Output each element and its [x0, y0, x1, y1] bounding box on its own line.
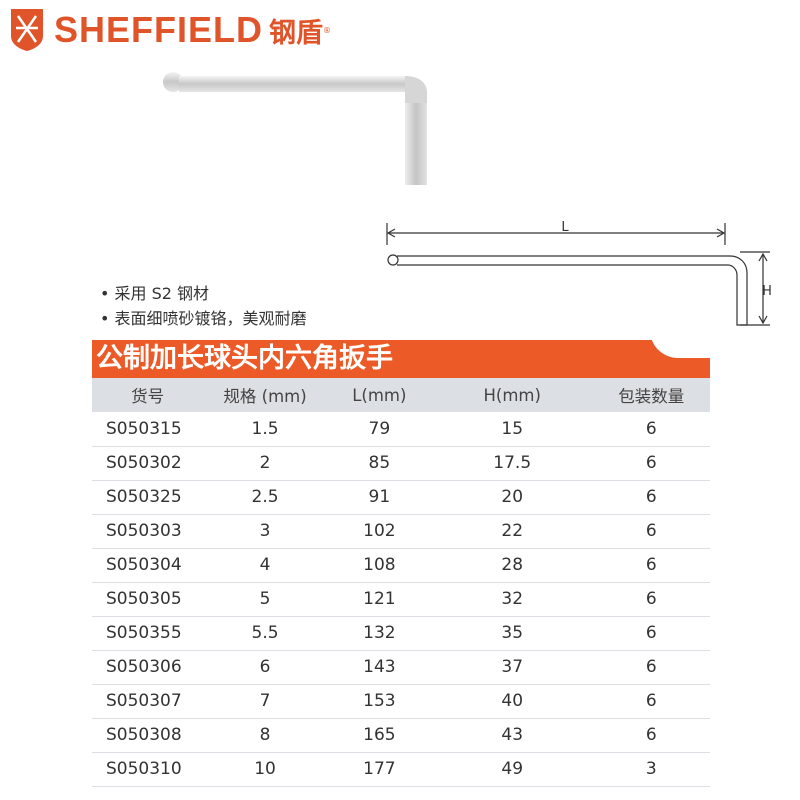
product-title: 公制加长球头内六角扳手: [96, 343, 393, 374]
table-cell: 6: [203, 650, 327, 685]
table-cell: 1.5: [203, 412, 327, 447]
table-cell: 8: [203, 718, 327, 753]
table-row: S050302 2 85 17.5 6: [92, 446, 710, 481]
table-cell: 132: [326, 616, 432, 651]
table-row: S050325 2.5 91 20 6: [92, 480, 710, 515]
table-cell: S050325: [92, 480, 204, 515]
table-cell: 10: [203, 752, 327, 787]
table-cell: 15: [431, 412, 593, 447]
table-row: S050304 4 108 28 6: [92, 548, 710, 583]
table-cell: 35: [431, 616, 593, 651]
table-cell: S050308: [92, 718, 204, 753]
table-cell: 20: [431, 480, 593, 515]
table-cell: 3: [203, 514, 327, 549]
table-cell: 6: [592, 718, 710, 753]
table-cell: S050355: [92, 616, 204, 651]
column-header: 货号: [92, 378, 204, 412]
column-header: H(mm): [431, 378, 593, 412]
table-cell: 28: [431, 548, 593, 583]
table-cell: 32: [431, 582, 593, 617]
table-cell: S050302: [92, 446, 204, 481]
brand-logo: SHEFFIELD 钢盾 ®: [10, 8, 331, 52]
table-cell: 165: [326, 718, 432, 753]
table-cell: 6: [592, 650, 710, 685]
table-row: S050355 5.5 132 35 6: [92, 616, 710, 651]
table-row: S050307 7 153 40 6: [92, 684, 710, 719]
table-header-row: 货号 规格 (mm) L(mm) H(mm) 包装数量: [92, 378, 710, 412]
table-cell: 91: [326, 480, 432, 515]
table-cell: 7: [203, 684, 327, 719]
table-cell: S050315: [92, 412, 204, 447]
table-row: S050308 8 165 43 6: [92, 718, 710, 753]
table-cell: 6: [592, 412, 710, 447]
table-cell: 43: [431, 718, 593, 753]
table-cell: 17.5: [431, 446, 593, 481]
table-cell: S050304: [92, 548, 204, 583]
table-cell: 79: [326, 412, 432, 447]
table-cell: 6: [592, 582, 710, 617]
table-cell: 5.5: [203, 616, 327, 651]
table-cell: 37: [431, 650, 593, 685]
table-cell: 153: [326, 684, 432, 719]
table-cell: 5: [203, 582, 327, 617]
registered-mark: ®: [323, 25, 332, 35]
table-cell: 177: [326, 752, 432, 787]
table-cell: S050310: [92, 752, 204, 787]
table-cell: 6: [592, 446, 710, 481]
table-cell: 143: [326, 650, 432, 685]
table-cell: S050305: [92, 582, 204, 617]
table-cell: 108: [326, 548, 432, 583]
table-cell: 102: [326, 514, 432, 549]
table-row: S050306 6 143 37 6: [92, 650, 710, 685]
brand-name: SHEFFIELD: [54, 9, 264, 50]
table-cell: 6: [592, 548, 710, 583]
dimension-diagram: L H: [386, 220, 772, 326]
height-label: H: [762, 284, 772, 299]
length-label: L: [561, 220, 569, 235]
table-cell: S050303: [92, 514, 204, 549]
table-cell: 40: [431, 684, 593, 719]
title-bar: 公制加长球头内六角扳手: [92, 340, 710, 378]
table-cell: 6: [592, 684, 710, 719]
table-cell: 2: [203, 446, 327, 481]
table-cell: 3: [592, 752, 710, 787]
table-row: S050305 5 121 32 6: [92, 582, 710, 617]
table-cell: 22: [431, 514, 593, 549]
table-cell: 121: [326, 582, 432, 617]
column-header: 规格 (mm): [203, 378, 327, 412]
table-cell: 6: [592, 616, 710, 651]
column-header: 包装数量: [592, 378, 710, 412]
hex-key-image: [163, 72, 427, 185]
table-cell: 2.5: [203, 480, 327, 515]
feature-1: • 采用 S2 钢材: [100, 284, 210, 303]
table-row: S050315 1.5 79 15 6: [92, 412, 710, 447]
brand-cn: 钢盾: [269, 17, 324, 49]
table-cell: S050307: [92, 684, 204, 719]
table-cell: 4: [203, 548, 327, 583]
feature-2: • 表面细喷砂镀铬，美观耐磨: [100, 309, 307, 328]
spec-table: 货号 规格 (mm) L(mm) H(mm) 包装数量 S050315 1.5 79 15 6 S…: [92, 378, 710, 787]
shield-wrench-logo-icon: [11, 9, 43, 51]
table-cell: 85: [326, 446, 432, 481]
column-header: L(mm): [326, 378, 432, 412]
table-cell: 6: [592, 480, 710, 515]
table-cell: 6: [592, 514, 710, 549]
table-row: S050303 3 102 22 6: [92, 514, 710, 549]
table-cell: S050306: [92, 650, 204, 685]
table-cell: 49: [431, 752, 593, 787]
table-row: S050310 10 177 49 3: [92, 752, 710, 787]
